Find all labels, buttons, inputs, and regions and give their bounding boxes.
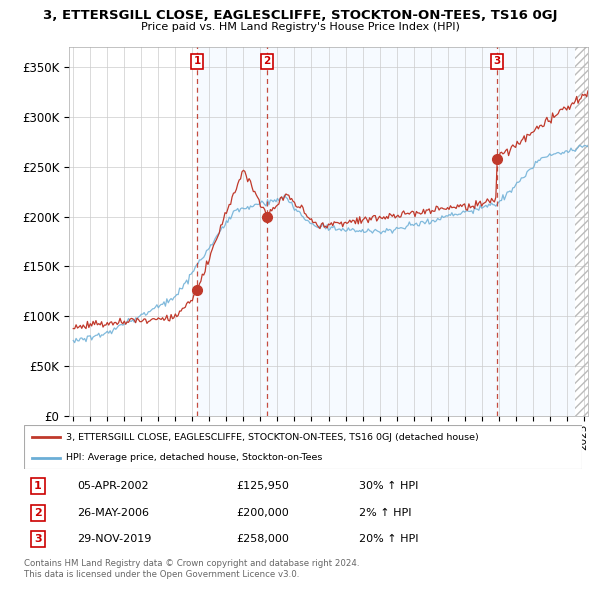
- Text: This data is licensed under the Open Government Licence v3.0.: This data is licensed under the Open Gov…: [24, 570, 299, 579]
- Bar: [575, 47, 588, 416]
- Text: 2% ↑ HPI: 2% ↑ HPI: [359, 507, 412, 517]
- Text: 2: 2: [263, 57, 271, 67]
- Text: £200,000: £200,000: [236, 507, 289, 517]
- Text: 2: 2: [34, 507, 42, 517]
- Text: £125,950: £125,950: [236, 481, 289, 491]
- Text: Contains HM Land Registry data © Crown copyright and database right 2024.: Contains HM Land Registry data © Crown c…: [24, 559, 359, 568]
- Text: Price paid vs. HM Land Registry's House Price Index (HPI): Price paid vs. HM Land Registry's House …: [140, 22, 460, 32]
- Bar: [497, 47, 575, 416]
- Text: £258,000: £258,000: [236, 534, 289, 544]
- Text: 29-NOV-2019: 29-NOV-2019: [77, 534, 151, 544]
- Text: 1: 1: [193, 57, 200, 67]
- Bar: [267, 47, 497, 416]
- Bar: [575, 47, 588, 416]
- Text: 3, ETTERSGILL CLOSE, EAGLESCLIFFE, STOCKTON-ON-TEES, TS16 0GJ: 3, ETTERSGILL CLOSE, EAGLESCLIFFE, STOCK…: [43, 9, 557, 22]
- FancyBboxPatch shape: [24, 425, 582, 469]
- Text: 30% ↑ HPI: 30% ↑ HPI: [359, 481, 418, 491]
- Text: 3, ETTERSGILL CLOSE, EAGLESCLIFFE, STOCKTON-ON-TEES, TS16 0GJ (detached house): 3, ETTERSGILL CLOSE, EAGLESCLIFFE, STOCK…: [66, 432, 479, 442]
- Text: 05-APR-2002: 05-APR-2002: [77, 481, 149, 491]
- Text: 3: 3: [34, 534, 42, 544]
- Text: HPI: Average price, detached house, Stockton-on-Tees: HPI: Average price, detached house, Stoc…: [66, 454, 322, 463]
- Text: 26-MAY-2006: 26-MAY-2006: [77, 507, 149, 517]
- Text: 20% ↑ HPI: 20% ↑ HPI: [359, 534, 418, 544]
- Text: 3: 3: [494, 57, 501, 67]
- Text: 1: 1: [34, 481, 42, 491]
- Bar: [197, 47, 267, 416]
